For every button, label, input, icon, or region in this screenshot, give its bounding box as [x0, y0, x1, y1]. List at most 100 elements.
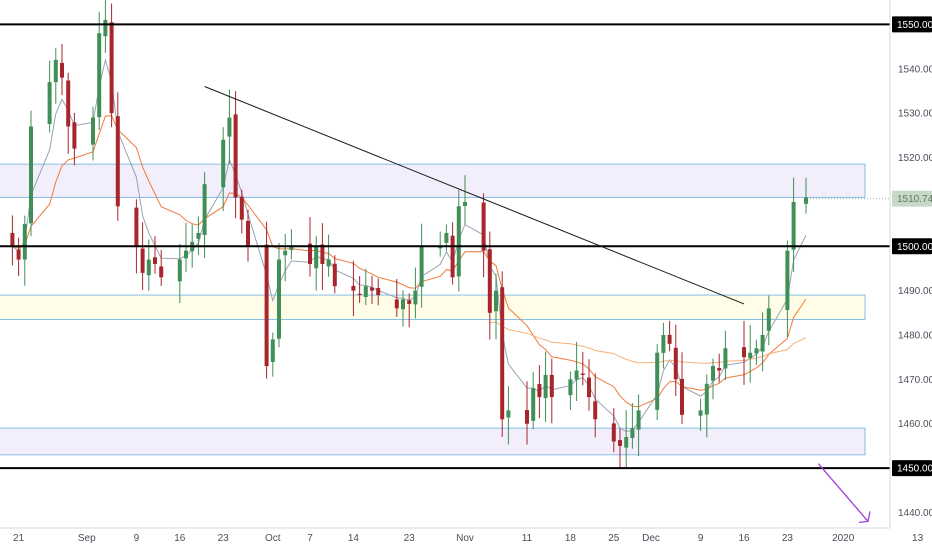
candle-body [487, 249, 492, 313]
x-tick-label: 9 [134, 533, 140, 544]
candle [543, 351, 548, 423]
candle [704, 374, 709, 438]
candle [196, 216, 201, 256]
candle-body [370, 287, 374, 291]
level-label-box [892, 238, 932, 255]
candle-body [791, 201, 796, 250]
candle [10, 215, 15, 266]
candle [270, 332, 275, 377]
moving-average-fast-line [12, 58, 807, 433]
candle [326, 234, 331, 277]
x-tick-label: Sep [78, 533, 96, 544]
candle-body [320, 244, 325, 264]
candle [53, 48, 58, 104]
candle [146, 239, 151, 291]
candle [221, 127, 226, 212]
level-price-label: 1500.00 [897, 242, 932, 253]
candle-body [673, 347, 678, 380]
last-price-label: 1510.74 [897, 194, 932, 205]
candle [115, 92, 120, 221]
candle [593, 373, 598, 438]
candle-body [202, 184, 207, 236]
candle-body [549, 374, 554, 398]
candle [134, 199, 139, 274]
candle [159, 249, 164, 286]
candle-body [22, 224, 27, 260]
candle [494, 273, 498, 340]
candle-body [760, 334, 765, 352]
arrow-head [858, 511, 871, 523]
y-tick-label: 1480.00 [898, 330, 932, 341]
y-tick-label: 1540.00 [898, 64, 932, 75]
candle [370, 275, 374, 304]
candle-body [47, 82, 52, 124]
candle [698, 398, 703, 432]
candle-body [270, 339, 275, 363]
candle-body [16, 249, 21, 260]
candle [177, 243, 182, 304]
candle [332, 255, 337, 294]
candle [680, 352, 684, 424]
candle-body [593, 401, 598, 420]
candle-body [506, 410, 511, 418]
candle-body [363, 286, 368, 298]
candle-body [60, 62, 64, 78]
candle [283, 233, 288, 282]
candle-body [326, 259, 331, 267]
x-tick-label: 14 [348, 533, 360, 544]
candle [549, 358, 554, 424]
candle-body [618, 440, 622, 446]
candle-body [494, 290, 498, 312]
candle-body [97, 33, 102, 118]
x-tick-label: 23 [218, 533, 230, 544]
candle-body [525, 410, 529, 424]
candle [661, 322, 666, 369]
arrow-shaft [817, 463, 869, 522]
y-tick-label: 1470.00 [898, 375, 932, 386]
candle-body [401, 299, 405, 310]
candle-body [742, 347, 746, 358]
candle-body [351, 285, 356, 291]
candle-body [29, 126, 33, 224]
candle [407, 293, 412, 328]
candle [91, 106, 95, 161]
candle [72, 112, 77, 166]
candle [655, 344, 660, 421]
candle-body [500, 287, 505, 420]
level-label-box [892, 460, 932, 477]
candle-body [463, 201, 467, 206]
candle-body [568, 379, 573, 396]
candle [363, 268, 368, 306]
candle [394, 278, 399, 317]
candle-body [804, 197, 808, 204]
candle-body [754, 348, 759, 354]
zone-mid [0, 294, 866, 320]
candle [711, 358, 715, 400]
candles-layer [10, 0, 808, 469]
candle [760, 312, 765, 372]
candle [351, 260, 356, 316]
candle-body [246, 220, 250, 247]
x-tick-label: 23 [404, 533, 416, 544]
candle-body [456, 206, 461, 277]
candle-body [394, 299, 399, 309]
candle [791, 177, 796, 272]
candle-body [624, 437, 629, 448]
y-tick-label: 1440.00 [898, 508, 932, 519]
candle [109, 3, 114, 128]
candle-body [413, 290, 418, 305]
candle-body [196, 232, 201, 239]
candle [580, 351, 585, 386]
candle [636, 394, 641, 457]
candle [531, 371, 536, 430]
candle-body [531, 388, 536, 421]
candle-body [407, 300, 412, 304]
candle-body [289, 246, 294, 250]
moving-average-mid-line [12, 115, 807, 408]
candle-body [277, 259, 281, 339]
zone-resistance [0, 163, 866, 198]
candle-body [332, 263, 337, 287]
level-label-box [892, 16, 932, 33]
candle-body [283, 250, 288, 256]
x-tick-label: 25 [608, 533, 620, 544]
